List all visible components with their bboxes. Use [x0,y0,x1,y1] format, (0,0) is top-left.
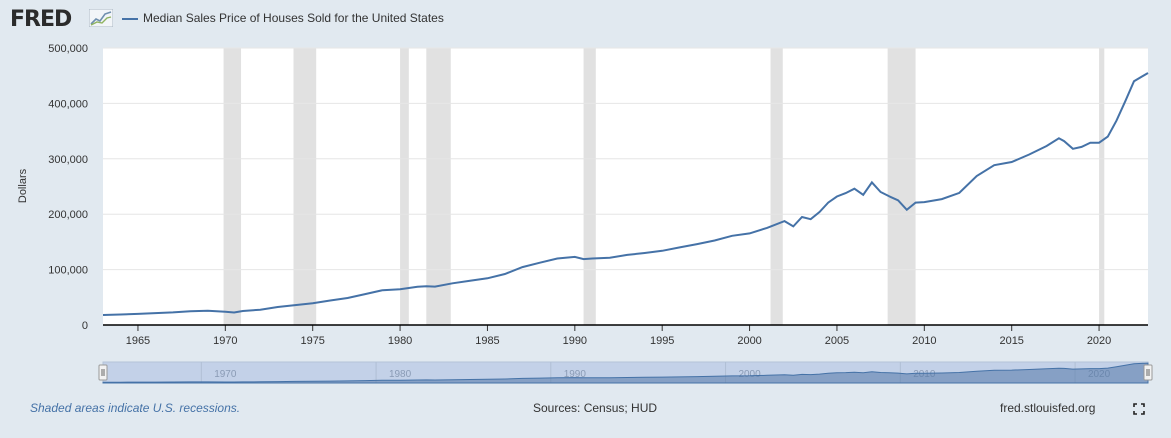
range-navigator[interactable]: 197019801990200020102020 [98,361,1153,384]
x-tick-label: 1965 [126,335,150,347]
fullscreen-icon[interactable] [1133,403,1145,415]
navigator-tick-label: 1980 [389,369,412,380]
recession-band [426,48,451,325]
x-tick-label: 2015 [999,335,1023,347]
recession-band [770,48,783,325]
navigator-left-handle[interactable] [98,364,108,381]
navigator-tick-label: 1990 [564,369,587,380]
legend-series-label[interactable]: Median Sales Price of Houses Sold for th… [143,11,444,25]
site-link[interactable]: fred.stlouisfed.org [1000,401,1096,415]
y-axis-ticks: 0 100,000 200,000 300,000 400,000 500,000 [48,43,88,332]
y-tick-label: 300,000 [48,154,88,166]
y-tick-label: 400,000 [48,98,88,110]
x-tick-label: 1995 [650,335,674,347]
x-tick-label: 2020 [1087,335,1111,347]
x-axis-ticks: 1965 1970 1975 1980 1985 1990 1995 2000 2005 2010… [126,325,1111,347]
x-tick-label: 2010 [912,335,936,347]
recession-band [400,48,409,325]
x-tick-label: 1970 [213,335,237,347]
y-tick-label: 200,000 [48,209,88,221]
recession-band [223,48,242,325]
trend-graph-icon [89,9,113,27]
series-line[interactable] [102,72,1149,316]
chart: 0 100,000 200,000 300,000 400,000 500,000 196… [17,43,1153,384]
x-tick-label: 1975 [300,335,324,347]
recession-band [1099,48,1105,325]
fred-logo[interactable]: FRED [10,7,72,32]
gridlines [103,47,1148,271]
y-tick-label: 0 [82,320,88,332]
sources-text: Sources: Census; HUD [533,401,658,415]
recession-band [583,48,596,325]
x-tick-label: 1980 [388,335,412,347]
legend-series-swatch [122,18,138,20]
y-tick-label: 100,000 [48,265,88,277]
recession-band [293,48,317,325]
chart-header: FRED Median Sales Price of Houses Sold f… [0,0,1171,40]
navigator-right-handle[interactable] [1143,364,1153,381]
x-tick-label: 2000 [737,335,761,347]
recession-note: Shaded areas indicate U.S. recessions. [30,401,241,415]
navigator-tick-label: 2000 [738,369,761,380]
plot-area [103,48,1148,325]
x-tick-label: 2005 [825,335,849,347]
recession-band [887,48,916,325]
navigator-tick-label: 1970 [214,369,237,380]
y-axis-label: Dollars [17,168,29,203]
y-tick-label: 500,000 [48,43,88,55]
navigator-series-area [102,362,1149,384]
x-tick-label: 1985 [475,335,499,347]
x-tick-label: 1990 [563,335,587,347]
recession-bands [223,48,1105,325]
